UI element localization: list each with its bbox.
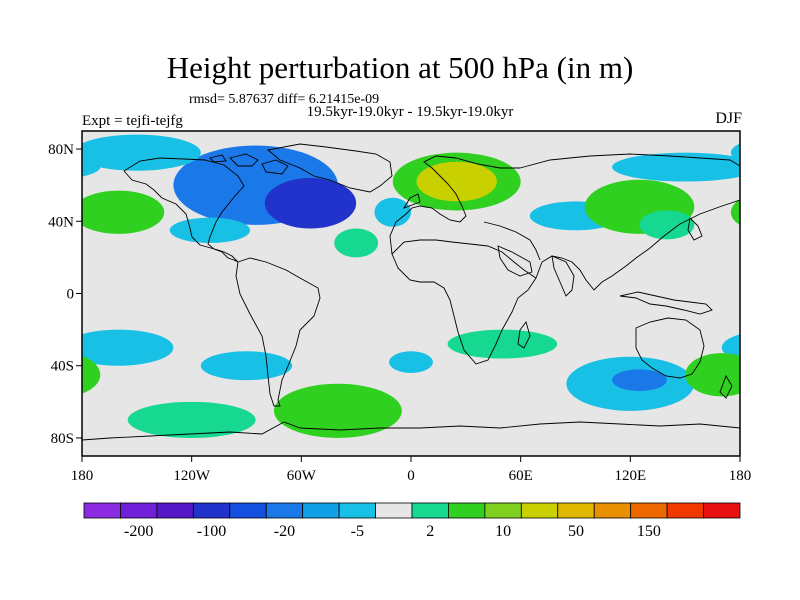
south-america-coast	[235, 257, 321, 407]
season-label: DJF	[715, 110, 742, 127]
new-zealand-coast	[719, 374, 733, 399]
colorbar-box	[192, 502, 231, 519]
x-tick-label: 60W	[287, 468, 317, 484]
madagascar-coast	[517, 321, 531, 349]
anomaly-region	[127, 401, 256, 438]
arabian-peninsula	[497, 245, 533, 277]
stats-line: rmsd= 5.87637 diff= 6.21415e-09	[189, 92, 380, 107]
japan-coast	[687, 217, 703, 241]
anomaly-region	[169, 217, 251, 243]
greenland-coast	[266, 143, 393, 193]
x-tick-label: 60E	[509, 468, 533, 484]
anomaly-region	[612, 152, 740, 182]
antarctica-coast	[82, 421, 740, 441]
colorbar-label: -200	[124, 523, 153, 540]
colorbar-label: -100	[197, 523, 226, 540]
anomaly-region	[200, 351, 293, 381]
y-tick-label: 80S	[51, 431, 74, 447]
y-tick-label: 40N	[48, 214, 74, 230]
y-tick-label: 80N	[48, 142, 74, 158]
x-tick-label: 0	[407, 468, 415, 484]
plot-title: Height perturbation at 500 hPa (in m)	[166, 50, 634, 85]
colorbar-box	[375, 502, 413, 519]
australia-coast	[635, 317, 705, 379]
y-axis-ticks: 80N 40N 0 40S 80S	[48, 142, 82, 447]
subtitle-line: 19.5kyr-19.0kyr - 19.5kyr-19.0kyr	[306, 104, 514, 120]
colorbar-box	[593, 502, 632, 519]
colorbar-box	[484, 502, 522, 519]
anomaly-region	[82, 190, 165, 234]
india-coast	[551, 255, 575, 297]
colorbar-label: 10	[495, 523, 511, 540]
colorbar-box	[630, 502, 668, 519]
colorbar-labels: -200 -100 -20 -5 2 10 50 150	[124, 523, 661, 540]
anomaly-region	[334, 228, 379, 258]
anomaly-region	[416, 161, 497, 202]
x-tick-label: 120W	[173, 468, 211, 484]
colorbar-box	[448, 502, 486, 519]
colorbar-box	[557, 502, 595, 519]
europe-coast	[389, 155, 520, 255]
colorbar-box	[703, 502, 741, 519]
contour-fill-layer	[82, 134, 740, 438]
colorbar-box	[229, 502, 267, 519]
north-america-coast	[123, 157, 245, 263]
x-tick-label: 180	[71, 468, 94, 484]
y-tick-label: 0	[67, 287, 75, 303]
colorbar-boxes	[83, 502, 741, 519]
colorbar-box	[83, 502, 121, 519]
anomaly-region	[730, 199, 740, 226]
anomaly-region	[273, 383, 402, 438]
anomaly-region	[639, 210, 695, 240]
colorbar-box	[120, 502, 158, 519]
anomaly-region	[82, 134, 201, 171]
colorbar-label: 150	[637, 523, 661, 540]
anomaly-region	[374, 197, 411, 227]
colorbar-box	[156, 502, 194, 519]
africa-coast	[391, 239, 537, 365]
arctic-islands	[209, 153, 289, 175]
anomaly-region	[612, 369, 667, 391]
x-axis-ticks: 180 120W 60W 0 60E 120E 180	[71, 456, 752, 484]
colorbar-label: 50	[568, 523, 584, 540]
experiment-label: Expt = tejfi-tejfg	[82, 113, 183, 129]
colorbar-box	[265, 502, 304, 519]
colorbar-label: -20	[274, 523, 295, 540]
x-tick-label: 180	[729, 468, 752, 484]
colorbar-box	[338, 502, 376, 519]
indonesia-coast	[619, 291, 713, 315]
anomaly-region	[389, 351, 433, 373]
anomaly-region	[82, 157, 101, 177]
x-tick-label: 120E	[614, 468, 646, 484]
y-tick-label: 40S	[51, 359, 74, 375]
asia-coast	[483, 153, 740, 291]
colorbar-box	[666, 502, 704, 519]
colorbar-box	[411, 502, 449, 519]
colorbar-box	[520, 502, 559, 519]
anomaly-region	[82, 355, 101, 394]
colorbar-box	[302, 502, 340, 519]
colorbar-label: 2	[426, 523, 434, 540]
anomaly-region	[264, 177, 357, 229]
coastlines	[82, 143, 740, 441]
anomaly-region	[82, 329, 174, 366]
colorbar-label: -5	[351, 523, 364, 540]
